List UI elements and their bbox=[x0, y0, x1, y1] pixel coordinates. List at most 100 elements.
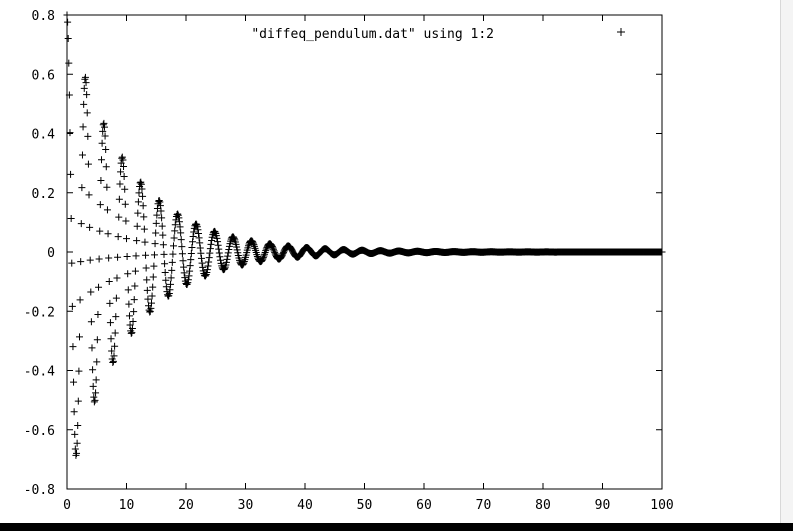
data-point bbox=[203, 266, 211, 274]
data-point bbox=[162, 283, 170, 291]
x-tick-label: 10 bbox=[119, 498, 135, 513]
data-point bbox=[180, 263, 188, 271]
data-point bbox=[214, 241, 222, 249]
data-point bbox=[70, 408, 78, 416]
data-point bbox=[194, 226, 202, 234]
data-point bbox=[92, 376, 100, 384]
data-point bbox=[71, 430, 79, 438]
data-point bbox=[132, 252, 140, 260]
y-tick-label: 0.4 bbox=[32, 128, 56, 143]
data-point bbox=[215, 245, 223, 253]
data-point bbox=[105, 254, 113, 262]
data-point bbox=[104, 230, 112, 238]
data-point bbox=[158, 214, 166, 222]
data-point bbox=[76, 296, 84, 304]
data-point bbox=[206, 245, 214, 253]
x-tick-label: 50 bbox=[357, 498, 373, 513]
data-point bbox=[107, 335, 115, 343]
data-point bbox=[110, 352, 118, 360]
data-point bbox=[95, 255, 103, 263]
data-point bbox=[85, 191, 93, 199]
data-point bbox=[176, 223, 184, 231]
data-point bbox=[269, 245, 277, 253]
data-point bbox=[270, 247, 278, 255]
data-point bbox=[224, 249, 232, 257]
data-point bbox=[271, 248, 279, 256]
data-point bbox=[124, 270, 132, 278]
data-point bbox=[92, 389, 100, 397]
data-point bbox=[183, 280, 191, 288]
data-point bbox=[134, 198, 142, 206]
data-point bbox=[128, 329, 136, 337]
data-point bbox=[205, 254, 213, 262]
data-point bbox=[119, 156, 127, 164]
data-point bbox=[168, 266, 176, 274]
data-point bbox=[259, 255, 267, 263]
data-point bbox=[160, 250, 168, 258]
data-point bbox=[156, 202, 164, 210]
data-point bbox=[156, 198, 164, 206]
data-point bbox=[74, 422, 82, 430]
data-point bbox=[175, 218, 183, 226]
data-point bbox=[136, 179, 144, 187]
data-point bbox=[64, 34, 72, 42]
x-tick-label: 20 bbox=[178, 498, 194, 513]
data-point bbox=[225, 246, 233, 254]
x-tick-label: 0 bbox=[63, 498, 71, 513]
data-point bbox=[120, 172, 128, 180]
data-point bbox=[111, 329, 119, 337]
data-point bbox=[159, 241, 167, 249]
data-point bbox=[75, 333, 83, 341]
y-tick-label: -0.8 bbox=[24, 483, 55, 498]
data-point bbox=[177, 236, 185, 244]
data-point bbox=[217, 256, 225, 264]
data-point bbox=[239, 261, 247, 269]
data-point bbox=[93, 358, 101, 366]
data-point bbox=[261, 250, 269, 258]
data-point bbox=[230, 234, 238, 242]
data-point bbox=[164, 291, 172, 299]
data-point bbox=[161, 260, 169, 268]
data-point bbox=[127, 329, 135, 337]
data-point bbox=[203, 268, 211, 276]
data-point bbox=[89, 382, 97, 390]
data-point bbox=[75, 367, 83, 375]
data-point bbox=[109, 358, 117, 366]
data-point bbox=[199, 263, 207, 271]
data-point bbox=[171, 227, 179, 235]
data-point bbox=[142, 264, 150, 272]
data-point bbox=[115, 195, 123, 203]
data-point bbox=[157, 207, 165, 215]
data-point bbox=[223, 255, 231, 263]
data-point bbox=[147, 299, 155, 307]
data-point bbox=[146, 308, 154, 316]
data-point bbox=[123, 235, 130, 243]
data-point bbox=[189, 232, 197, 240]
data-point bbox=[129, 317, 137, 325]
data-point bbox=[165, 290, 173, 298]
data-point bbox=[149, 283, 157, 291]
data-point bbox=[143, 276, 151, 284]
data-point bbox=[90, 393, 98, 401]
data-point bbox=[77, 258, 85, 266]
data-point bbox=[106, 299, 114, 307]
data-point bbox=[81, 75, 89, 83]
data-point bbox=[145, 306, 153, 314]
window-edge bbox=[780, 0, 793, 523]
data-point bbox=[152, 229, 160, 237]
data-point bbox=[261, 248, 269, 256]
data-point bbox=[120, 163, 128, 171]
window-bottom-bar bbox=[0, 523, 793, 531]
data-point bbox=[149, 273, 157, 281]
data-point bbox=[188, 243, 196, 251]
data-point bbox=[148, 292, 156, 300]
legend-marker bbox=[617, 28, 625, 36]
data-point bbox=[198, 259, 206, 267]
data-point bbox=[249, 239, 257, 247]
data-point bbox=[78, 184, 86, 192]
point-layer bbox=[63, 11, 666, 459]
data-point bbox=[197, 249, 205, 257]
data-point bbox=[184, 276, 192, 284]
data-point bbox=[206, 249, 214, 257]
